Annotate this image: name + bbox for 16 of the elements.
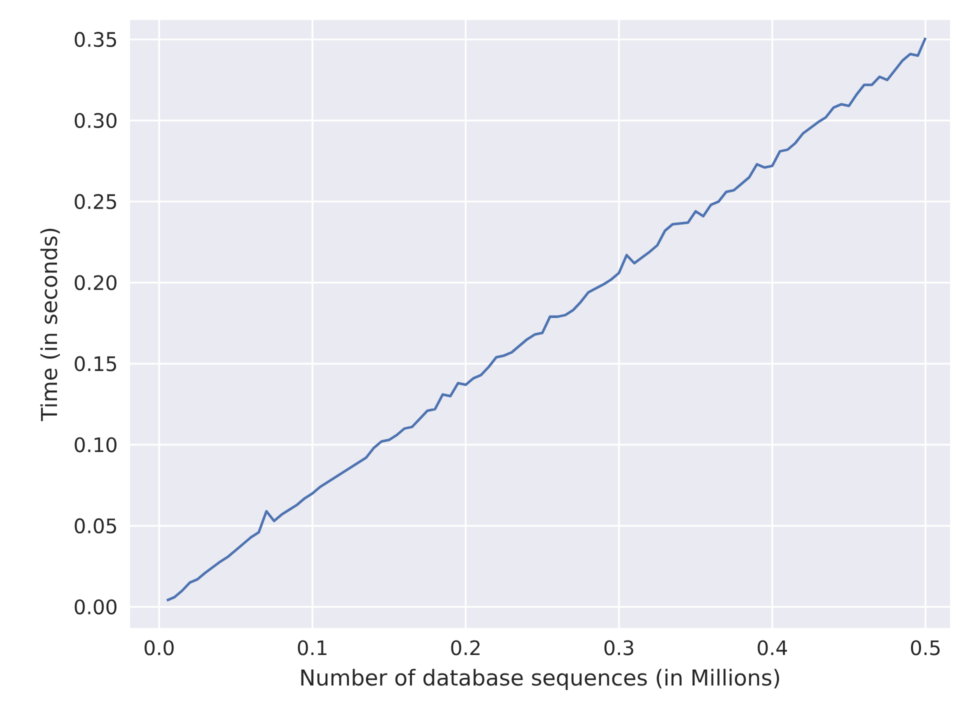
x-axis-title: Number of database sequences (in Millions) bbox=[301, 668, 780, 690]
y-tick-label: 0.30 bbox=[74, 112, 116, 128]
x-tick-label: 0.4 bbox=[758, 640, 787, 656]
y-tick-label: 0.35 bbox=[74, 32, 116, 47]
y-tick-label: 0.25 bbox=[74, 194, 116, 210]
y-tick-label: 0.05 bbox=[74, 518, 116, 534]
y-tick-label: 0.10 bbox=[74, 437, 116, 452]
y-tick-label: 0.20 bbox=[74, 275, 116, 290]
x-tick-label: 0.1 bbox=[298, 640, 326, 656]
y-axis-title: Time (in seconds) bbox=[40, 228, 60, 422]
y-tick-label: 0.15 bbox=[74, 356, 116, 372]
x-tick-label: 0.5 bbox=[911, 640, 940, 656]
y-tick-label: 0.00 bbox=[74, 599, 116, 614]
x-tick-label: 0.2 bbox=[451, 640, 480, 656]
x-tick-label: 0.3 bbox=[604, 640, 634, 656]
x-tick-label: 0.0 bbox=[144, 640, 174, 656]
